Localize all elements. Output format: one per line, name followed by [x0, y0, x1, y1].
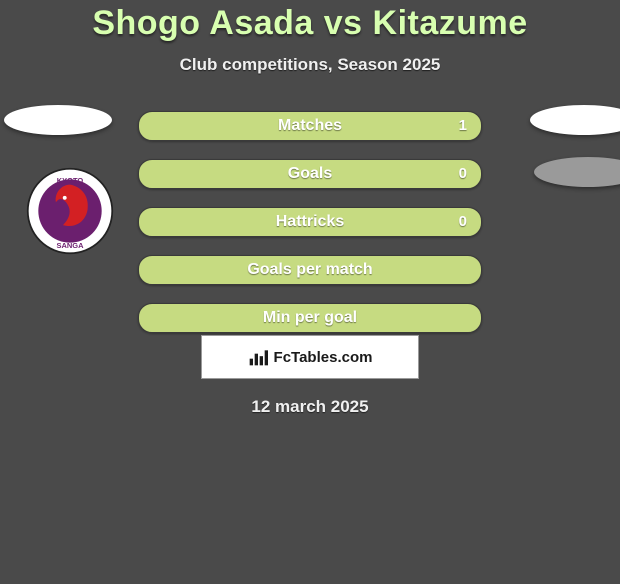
watermark-text: FcTables.com — [274, 349, 373, 366]
player2-marker — [530, 105, 620, 135]
stat-row-hattricks: Hattricks 0 — [138, 207, 482, 237]
page-title: Shogo Asada vs Kitazume — [0, 4, 620, 43]
page-subtitle: Club competitions, Season 2025 — [0, 55, 620, 75]
badge-text-top: KYOTO — [57, 176, 84, 185]
stat-value: 0 — [459, 208, 467, 236]
player2-shadow-marker — [534, 157, 620, 187]
date-label: 12 march 2025 — [0, 397, 620, 417]
stat-label: Goals — [139, 160, 481, 188]
stat-row-goals: Goals 0 — [138, 159, 482, 189]
stat-label: Matches — [139, 112, 481, 140]
stat-label: Hattricks — [139, 208, 481, 236]
player1-marker — [4, 105, 112, 135]
watermark: FcTables.com — [201, 335, 419, 379]
stat-value: 0 — [459, 160, 467, 188]
stat-label: Min per goal — [139, 304, 481, 332]
bars-icon — [248, 347, 268, 367]
stat-row-min-per-goal: Min per goal — [138, 303, 482, 333]
badge-text-bottom: SANGA — [57, 241, 85, 250]
stat-row-goals-per-match: Goals per match — [138, 255, 482, 285]
stat-rows: Matches 1 Goals 0 Hattricks 0 Goals per … — [138, 93, 482, 333]
stat-row-matches: Matches 1 — [138, 111, 482, 141]
stat-value: 1 — [459, 112, 467, 140]
stat-label: Goals per match — [139, 256, 481, 284]
club-badge: KYOTO SANGA — [26, 167, 114, 255]
